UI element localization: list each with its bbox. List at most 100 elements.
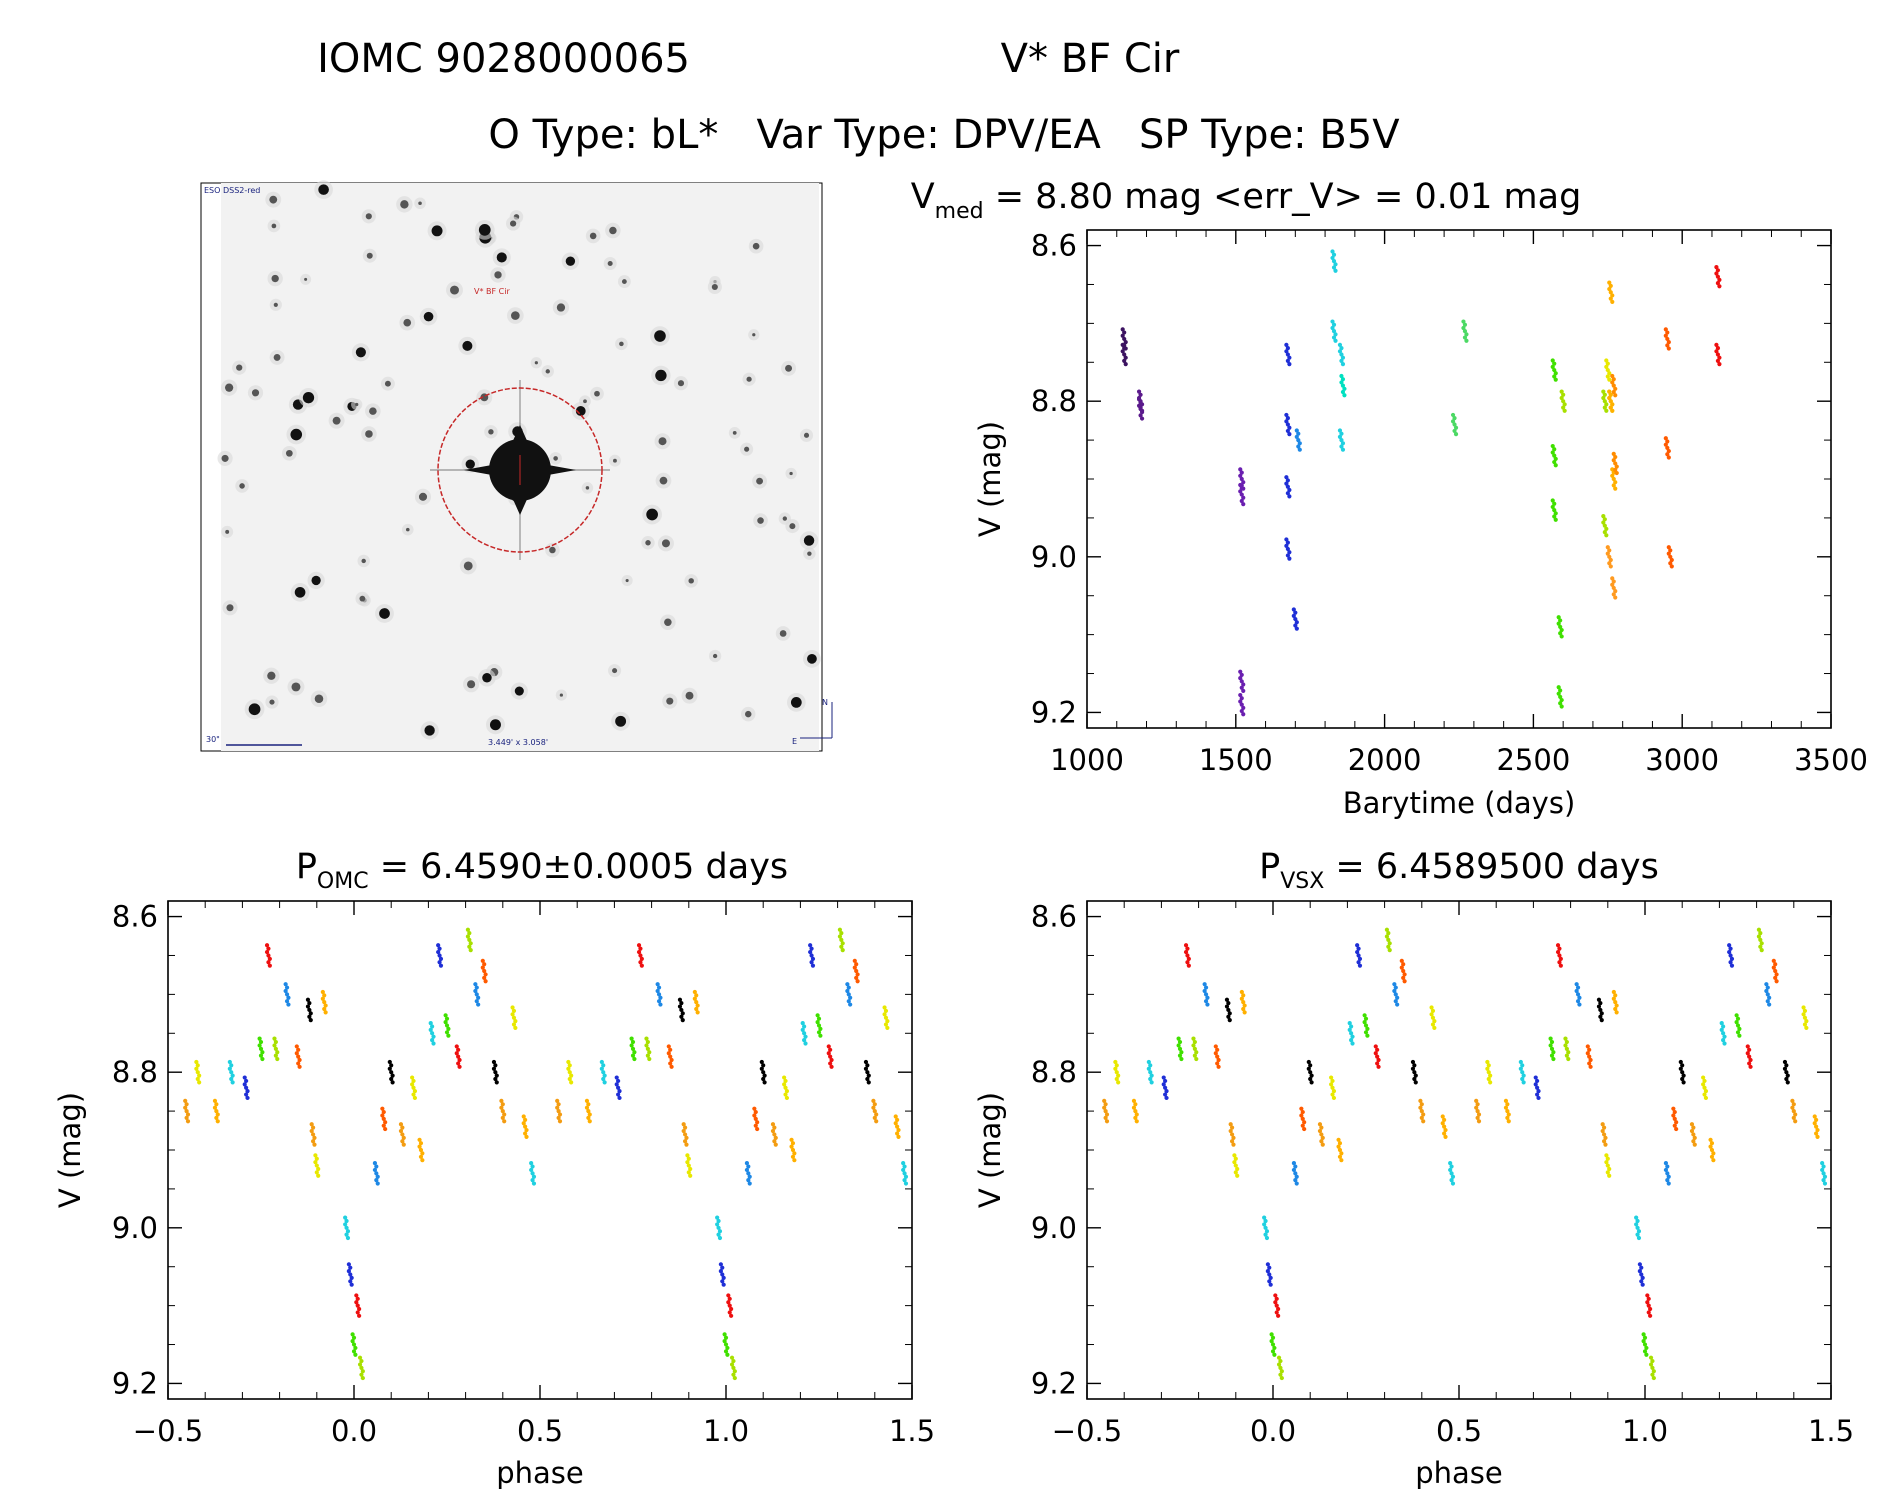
phase_vsx-point (1232, 1153, 1237, 1158)
lightcurve-point (1239, 679, 1244, 684)
phase_vsx-point (1549, 1039, 1555, 1045)
phase_omc-point (257, 1043, 262, 1048)
phase_omc-point (902, 1171, 907, 1176)
lightcurve-point (1559, 634, 1564, 639)
lightcurve-point (1241, 705, 1246, 710)
phase_vsx-point (1241, 993, 1246, 998)
lightcurve-point (1120, 327, 1125, 332)
lightcurve-point (1452, 422, 1457, 427)
phase_omc-point (896, 1127, 901, 1133)
phase_omc-point (307, 1014, 312, 1019)
lightcurve-point (1552, 453, 1557, 458)
phase_vsx-point (1747, 1061, 1752, 1066)
phase_omc-point (437, 953, 442, 958)
phase_omc-point (273, 1039, 278, 1045)
phase_vsx-point (1205, 1002, 1210, 1007)
phase_omc-point (555, 1098, 560, 1103)
phase_vsx-point (1429, 1005, 1434, 1010)
phase_vsx-point (1330, 1092, 1335, 1097)
phase_omc-point (323, 1003, 328, 1008)
phase_omc-point (457, 1064, 462, 1069)
phase_vsx-point (1680, 1063, 1685, 1068)
finder-star (607, 260, 613, 266)
phase_omc-point (183, 1098, 188, 1103)
phase_vsx-point (1815, 1134, 1820, 1139)
phase_vsx-point (1262, 1215, 1267, 1220)
lightcurve-point (1139, 416, 1145, 421)
finder-star (271, 274, 279, 283)
phase_vsx-point (1601, 1132, 1607, 1137)
phase_vsx-point (1604, 1160, 1609, 1165)
phase_vsx-point (1767, 995, 1772, 1000)
lightcurve-point (1120, 349, 1125, 354)
phase_vsx-point (1648, 1362, 1654, 1367)
lightcurve-point (1608, 296, 1613, 301)
phase_omc-point (644, 1043, 649, 1048)
phase_vsx-point (1401, 968, 1406, 974)
lightcurve-point (1602, 399, 1607, 404)
phase_omc-point (682, 1139, 688, 1144)
lightcurve-point (1559, 389, 1564, 394)
finder-star (625, 578, 629, 583)
phase_omc-point (491, 1059, 497, 1065)
phase_omc-point (244, 1092, 249, 1097)
phase_omc-point (679, 1001, 684, 1006)
phase_omc-point (688, 1166, 693, 1172)
phase_vsx-point (1671, 1113, 1676, 1118)
lightcurve-point (1287, 432, 1292, 437)
phase_omc-point (865, 1076, 870, 1082)
phase_vsx-point (1791, 1115, 1796, 1120)
phase_omc-point (645, 1046, 650, 1051)
phase_vsx-point (1216, 1064, 1221, 1069)
phase_omc-point (688, 1173, 693, 1178)
phase_omc-point (723, 1335, 729, 1340)
phase_vsx-point (1641, 1332, 1646, 1337)
target-label: V* BF Cir (474, 287, 510, 296)
lightcurve-point (1613, 386, 1618, 391)
lightcurve-point (1462, 335, 1468, 340)
phase_vsx-point (1727, 943, 1732, 948)
phase_vsx-point (1330, 1085, 1335, 1090)
phase_vsx-point (1430, 1022, 1436, 1027)
phase_vsx-point (1821, 1178, 1826, 1183)
lightcurve-point (1552, 459, 1557, 465)
phase_vsx-point (1265, 1262, 1270, 1267)
phase_omc-point (726, 1300, 731, 1305)
phase_vsx-point (1356, 953, 1361, 958)
phase_vsx-point (1386, 937, 1391, 943)
phase_omc-point (430, 1024, 435, 1029)
finder-star (273, 353, 281, 361)
phase_vsx-point (1133, 1108, 1138, 1114)
phase_omc-point (410, 1075, 415, 1080)
lightcurve-title-v: V (911, 177, 935, 217)
finder-star (658, 437, 667, 446)
phase_omc-point (345, 1235, 351, 1241)
phase_vsx-point (1291, 1167, 1297, 1173)
phase_vsx-point (1551, 1050, 1556, 1055)
phase_vsx-point (1387, 941, 1392, 946)
finder-star (239, 483, 245, 489)
lightcurve-point (1602, 517, 1607, 522)
phase_omc-point (230, 1080, 235, 1085)
lightcurve-point (1239, 696, 1244, 701)
finder-star (757, 517, 764, 524)
finder-star (645, 540, 651, 546)
finder-star (789, 523, 796, 530)
phase_omc-point (511, 1008, 517, 1014)
finder-star (267, 671, 276, 680)
phase_omc-point (630, 1039, 636, 1045)
phase_omc-point (755, 1120, 760, 1125)
finder-star (291, 682, 301, 692)
phase_vsx-point (1114, 1063, 1119, 1068)
lightcurve-point (1339, 444, 1344, 449)
phase_omc-point (729, 1306, 734, 1312)
phase_omc-point (227, 1066, 232, 1071)
phase_omc-point (431, 1034, 436, 1039)
lightcurve-point (1552, 361, 1557, 366)
phase_vsx-point (1773, 975, 1778, 980)
lightcurve-point (1333, 338, 1338, 343)
finder-star (482, 673, 492, 683)
phase_omc-point (375, 1174, 380, 1179)
phase_vsx-point (1294, 1181, 1299, 1186)
figure-title-id: IOMC 9028000065 (317, 36, 690, 82)
